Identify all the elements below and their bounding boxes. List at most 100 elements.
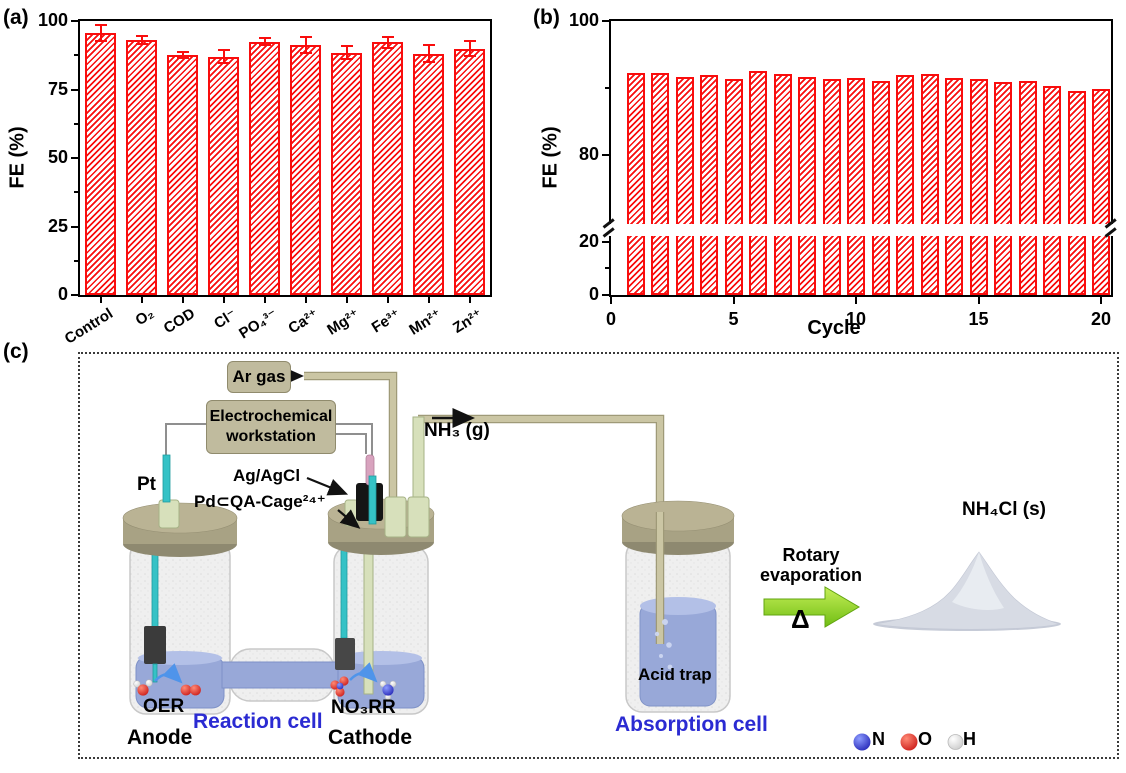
rotary-line2: evaporation: [759, 565, 863, 585]
error-bar: [345, 46, 348, 60]
x-tick: [99, 297, 102, 303]
pt-label: Pt: [137, 474, 156, 495]
bar-cycle-9: [822, 78, 841, 295]
oer-reaction-arrow: [154, 663, 183, 684]
y-minor-tick: [74, 191, 78, 194]
pt-rod-inner: [151, 543, 159, 629]
workstation-label-line2: workstation: [226, 428, 316, 445]
pt-port-collar: [158, 499, 180, 529]
legend-h-sphere: [947, 734, 964, 750]
bar-cycle-10: [847, 77, 865, 295]
h-atom: [145, 679, 153, 687]
bar-cycle-18: [1043, 86, 1061, 295]
cathode-rod-inner: [340, 543, 348, 639]
nh3-gas-label: NH₃ (g): [424, 420, 490, 441]
cathode-wire-2: [336, 433, 367, 454]
pt-rod: [162, 454, 171, 503]
bar-cycle-16: [994, 81, 1012, 295]
panel-a-tag: (a): [3, 6, 29, 29]
reaction-setup-diagram: [78, 352, 1119, 759]
o-atom: [335, 687, 345, 697]
catholyte-surface: [340, 651, 422, 665]
catalyst-pointer-arrow: [337, 509, 361, 529]
bar-cycle-7: [773, 73, 792, 295]
ar-gas-label: Ar gas: [232, 367, 286, 387]
y-minor-tick: [605, 267, 609, 270]
x-tick-label: 5: [728, 309, 739, 329]
bar-cycle-3: [675, 77, 694, 295]
y-tick: [71, 157, 78, 159]
workstation-label-line1: Electrochemical: [209, 408, 333, 425]
x-tick: [222, 297, 225, 303]
y-tick-label: 25: [47, 215, 68, 236]
y-tick-label: 0: [588, 284, 599, 304]
error-cap-top: [176, 51, 189, 54]
x-tick: [140, 297, 143, 303]
error-cap-top: [217, 49, 230, 52]
error-cap-top: [381, 36, 394, 39]
error-cap-top: [258, 37, 271, 40]
catalyst-label: Pd⊂QA-Cage²⁴⁺: [194, 492, 326, 511]
x-tick: [855, 297, 857, 304]
x-tick-label: 15: [968, 309, 989, 329]
powder-highlight: [952, 552, 1004, 610]
working-electrode-rod: [368, 475, 377, 525]
error-cap-bottom: [381, 46, 394, 49]
bar-cycle-11: [871, 81, 890, 295]
bar-fe3: [372, 42, 403, 295]
error-bar: [140, 36, 143, 45]
bar-cycle-12: [896, 75, 914, 295]
error-cap-top: [463, 40, 476, 43]
absorption-lid-top: [621, 500, 735, 532]
x-tick: [427, 297, 430, 303]
panel-b-tag: (b): [533, 6, 560, 29]
legend-o-label: O: [918, 729, 933, 749]
y-tick-label: 50: [47, 147, 68, 167]
y-tick-label: 80: [578, 144, 599, 164]
error-cap-bottom: [340, 58, 353, 61]
error-cap-top: [94, 24, 107, 27]
x-tick-label: 10: [845, 309, 867, 329]
error-bar: [263, 38, 266, 46]
bar-cycle-2: [651, 72, 669, 295]
legend-o-sphere: [900, 733, 918, 751]
bar-cycle-13: [920, 73, 939, 295]
panel-b-plot: 0 20 80 100 0 5 10 15 20: [569, 10, 1117, 329]
bar-mg2: [331, 52, 362, 295]
acid-trap-label: Acid trap: [638, 665, 712, 684]
no3rr-reaction-arrow: [349, 662, 378, 683]
bar-cycle-20: [1092, 88, 1110, 295]
ar-gas-box: Ar gas: [227, 361, 291, 393]
liquid-bridge: [221, 661, 343, 689]
error-bar: [181, 52, 184, 58]
x-tick: [181, 297, 184, 303]
bar-cycle-1: [626, 73, 645, 295]
bar-ca2: [290, 44, 321, 295]
y-tick: [71, 225, 78, 228]
error-cap-bottom: [258, 44, 271, 47]
x-tick: [732, 297, 735, 304]
axis-break-band: [609, 224, 1113, 236]
bar-o2: [126, 40, 157, 295]
cathode-label: Cathode: [328, 726, 412, 749]
error-cap-top: [422, 44, 435, 47]
y-tick-label: 75: [47, 78, 68, 99]
error-cap-top: [299, 35, 312, 38]
bar-cycle-14: [945, 77, 963, 295]
rotary-evaporation-label: Rotary evaporation: [755, 545, 867, 585]
error-cap-top: [135, 35, 148, 38]
y-tick-label: 100: [37, 10, 68, 30]
gas-bubbler-tube: [363, 545, 374, 695]
y-tick: [602, 294, 609, 296]
bar-cod: [167, 54, 198, 295]
n-atom: [382, 684, 394, 696]
bar-cycle-15: [969, 78, 988, 295]
x-tick: [263, 297, 266, 303]
error-cap-bottom: [299, 51, 312, 54]
h-atom: [389, 680, 397, 688]
x-tick-label: 0: [605, 309, 616, 329]
anode-lid-top: [122, 502, 238, 534]
h-atom: [133, 680, 141, 688]
absorption-cell-label: Absorption cell: [615, 713, 768, 736]
nh3-outlet-collar: [407, 496, 430, 538]
